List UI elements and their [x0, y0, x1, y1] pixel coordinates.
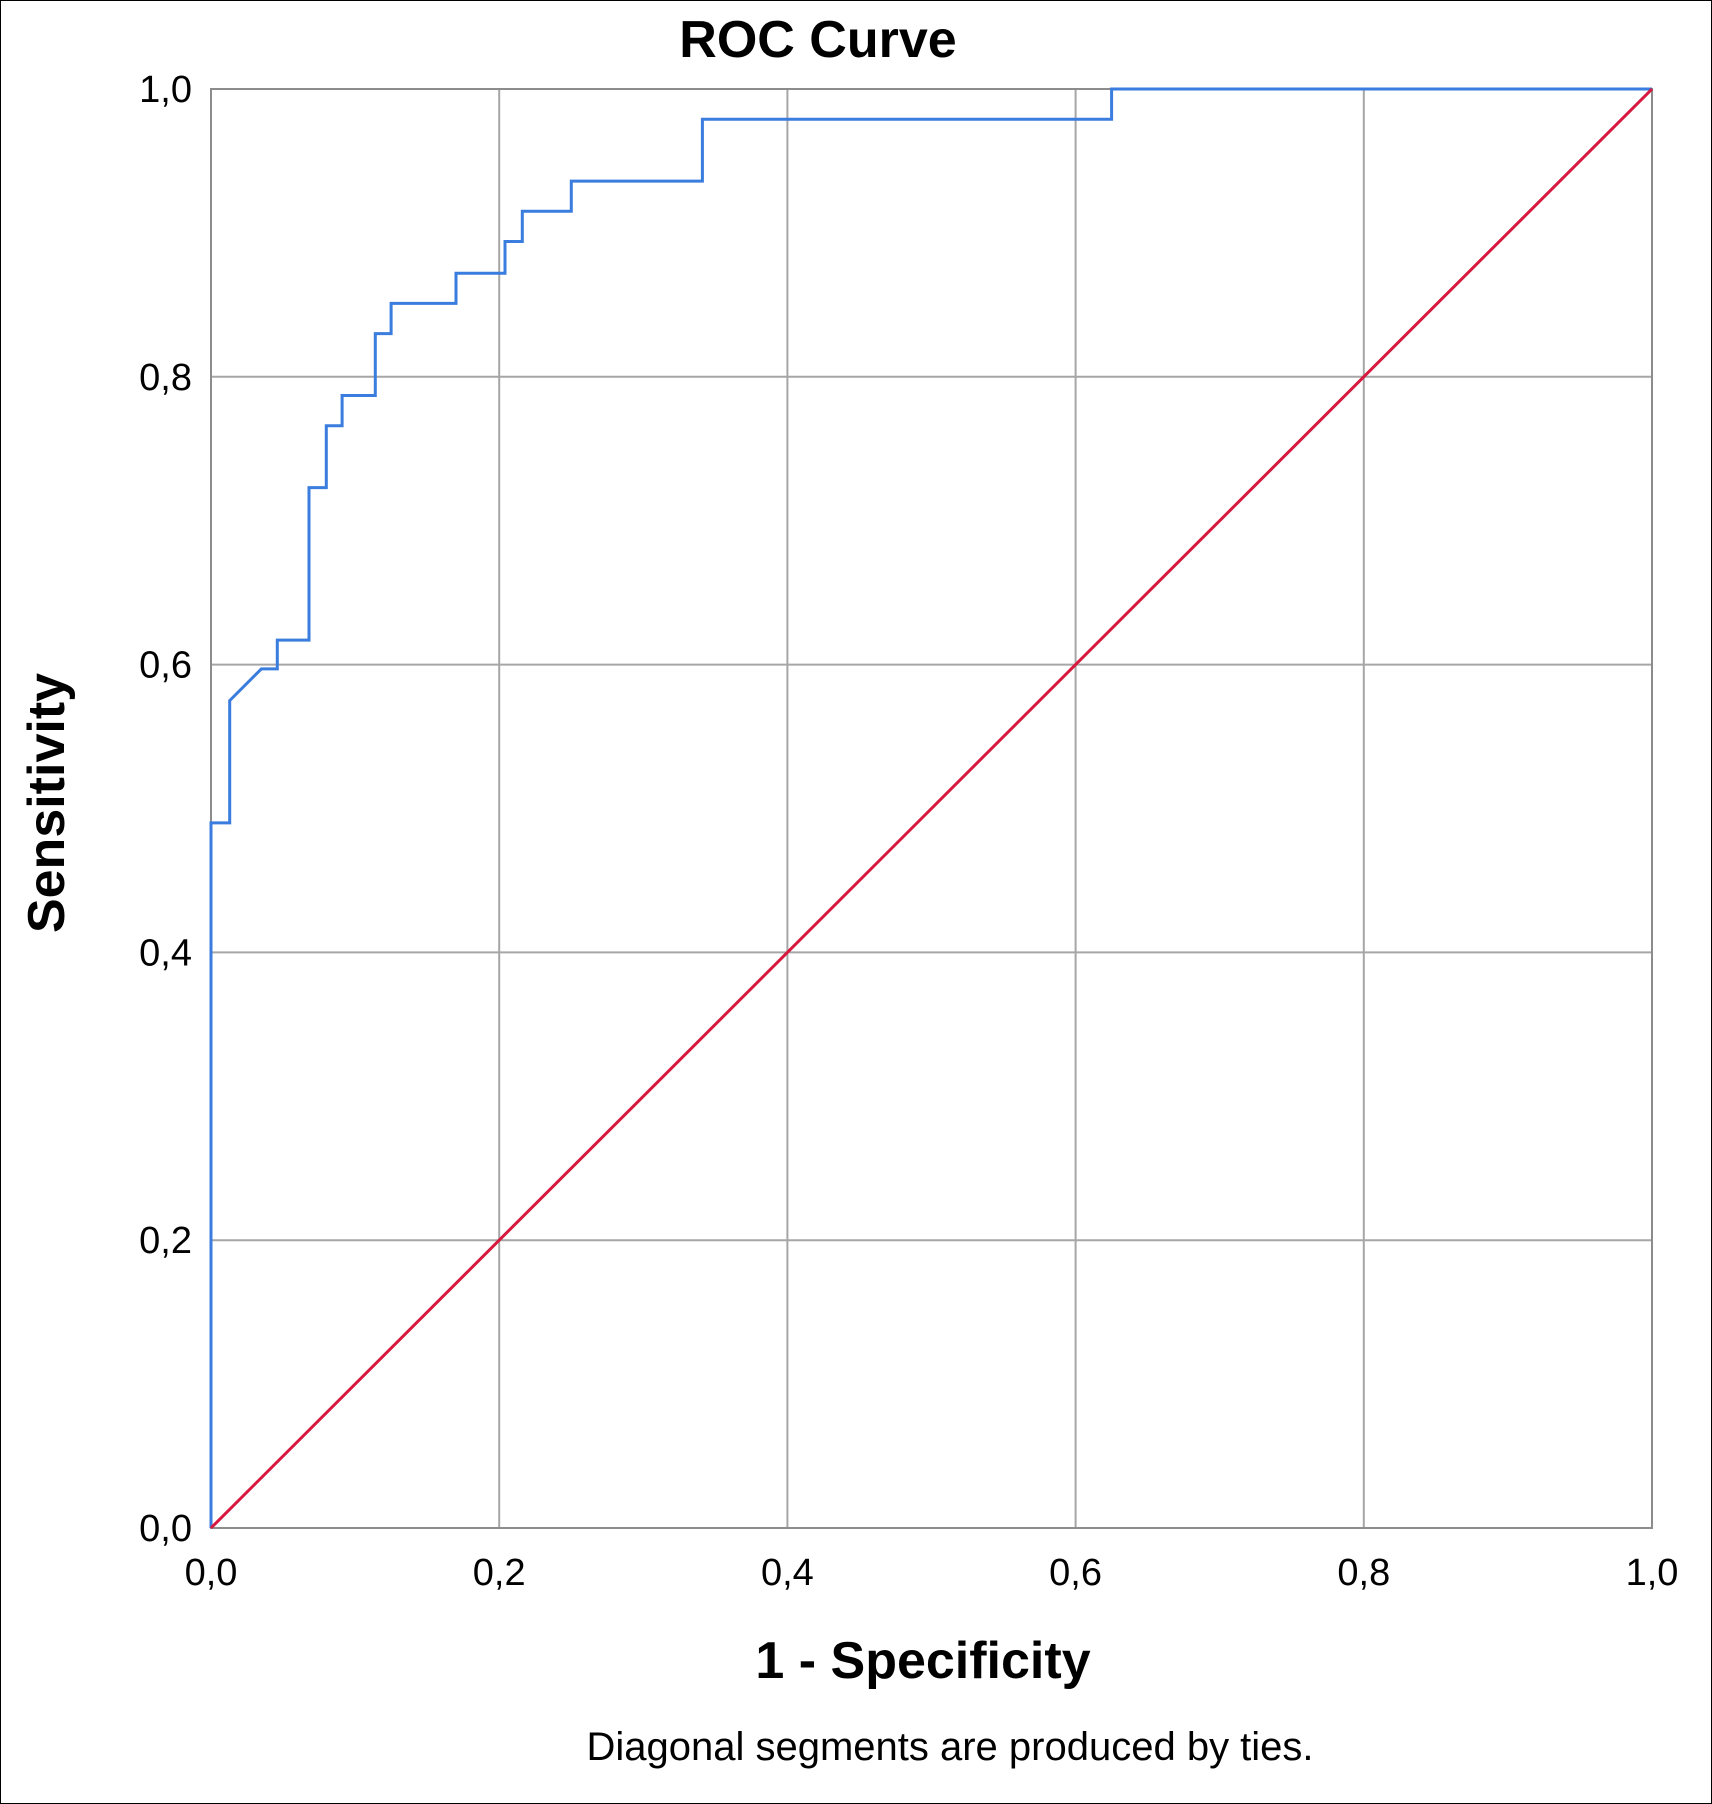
reference-diagonal-line — [209, 87, 1654, 1530]
y-tick-label: 0,4 — [139, 932, 192, 974]
x-tick-label: 0,8 — [1337, 1552, 1390, 1594]
y-tick-label: 0,0 — [139, 1508, 192, 1550]
y-axis-title: Sensitivity — [18, 673, 76, 933]
x-tick-label: 0,2 — [473, 1552, 526, 1594]
y-tick-label: 1,0 — [139, 69, 192, 111]
footnote: Diagonal segments are produced by ties. — [586, 1725, 1313, 1769]
tick-labels: 0,0 0,2 0,4 0,6 0,8 1,0 0,0 0,2 0,4 0,6 0,8 1,0 — [139, 69, 1678, 1594]
x-tick-label: 0,4 — [761, 1552, 814, 1594]
y-tick-label: 0,8 — [139, 357, 192, 399]
x-tick-label: 0,6 — [1049, 1552, 1102, 1594]
y-tick-label: 0,2 — [139, 1220, 192, 1262]
x-axis-title: 1 - Specificity — [755, 1632, 1090, 1690]
series-layer — [209, 87, 1654, 1530]
roc-curve-line — [209, 87, 1652, 1528]
x-tick-label: 0,0 — [185, 1552, 238, 1594]
plot-area — [210, 88, 1653, 1529]
chart-title: ROC Curve — [679, 11, 956, 69]
y-tick-label: 0,6 — [139, 645, 192, 687]
x-tick-label: 1,0 — [1626, 1552, 1679, 1594]
